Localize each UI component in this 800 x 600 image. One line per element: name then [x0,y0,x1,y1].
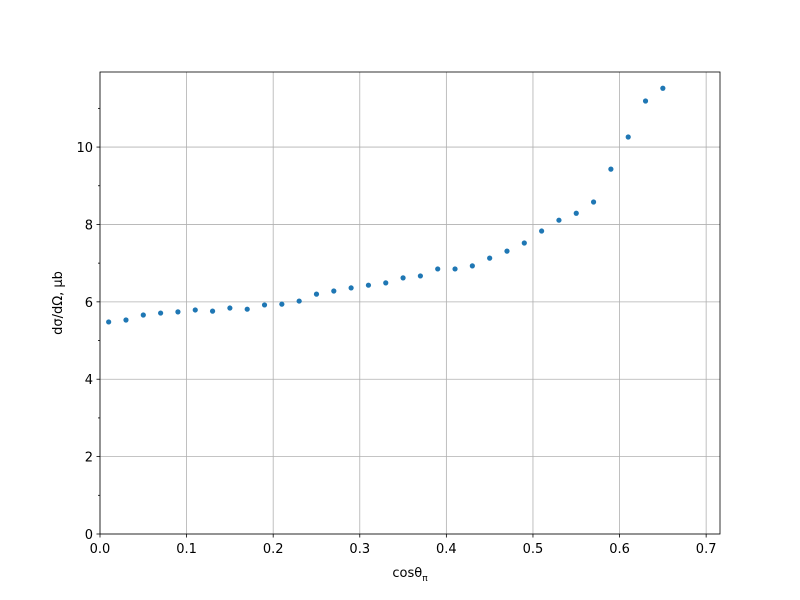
y-tick-label: 8 [85,218,93,233]
point [175,309,181,315]
y-tick-label: 0 [85,528,93,543]
point [573,210,579,216]
point [642,98,649,104]
x-tick-label: 0.0 [90,542,111,557]
point [590,199,597,205]
point [348,285,354,291]
point [244,306,250,312]
point [504,248,510,254]
point [556,217,562,223]
point [608,166,614,172]
x-tick-label: 0.3 [349,542,370,557]
point [539,228,545,234]
x-tick-label: 0.1 [176,542,197,557]
axes-frame [99,71,721,535]
point [192,307,198,313]
point [625,134,631,140]
y-tick-label: 10 [76,141,93,156]
x-tick-label: 0.7 [696,542,717,557]
point [487,255,493,261]
point [158,310,164,316]
y-tick-label: 2 [85,451,93,466]
point [140,312,146,318]
y-axis-label: dσ/dΩ, μb [51,271,66,335]
point [209,308,216,314]
x-axis-label: cosθπ [392,566,428,584]
point [296,298,302,304]
x-tick-label: 0.5 [523,542,544,557]
x-tick-label: 0.2 [263,542,284,557]
point [279,301,285,307]
point [106,319,112,325]
point [227,305,233,311]
point [469,263,475,269]
x-tick-label: 0.6 [609,542,630,557]
point [521,240,527,246]
point [261,302,268,308]
point [452,266,458,272]
x-tick-label: 0.4 [436,542,457,557]
point [365,282,372,288]
y-tick-label: 4 [85,373,93,388]
x-axis-label-subscript: π [422,574,428,584]
point [660,85,666,91]
point [417,273,423,279]
point [383,280,389,286]
y-tick-label: 6 [85,296,93,311]
point [400,275,406,281]
x-axis-label-main: cosθ [392,566,422,581]
point [435,266,441,272]
point [123,317,129,323]
point [331,288,337,294]
plot-area [99,72,720,535]
point [313,291,320,297]
